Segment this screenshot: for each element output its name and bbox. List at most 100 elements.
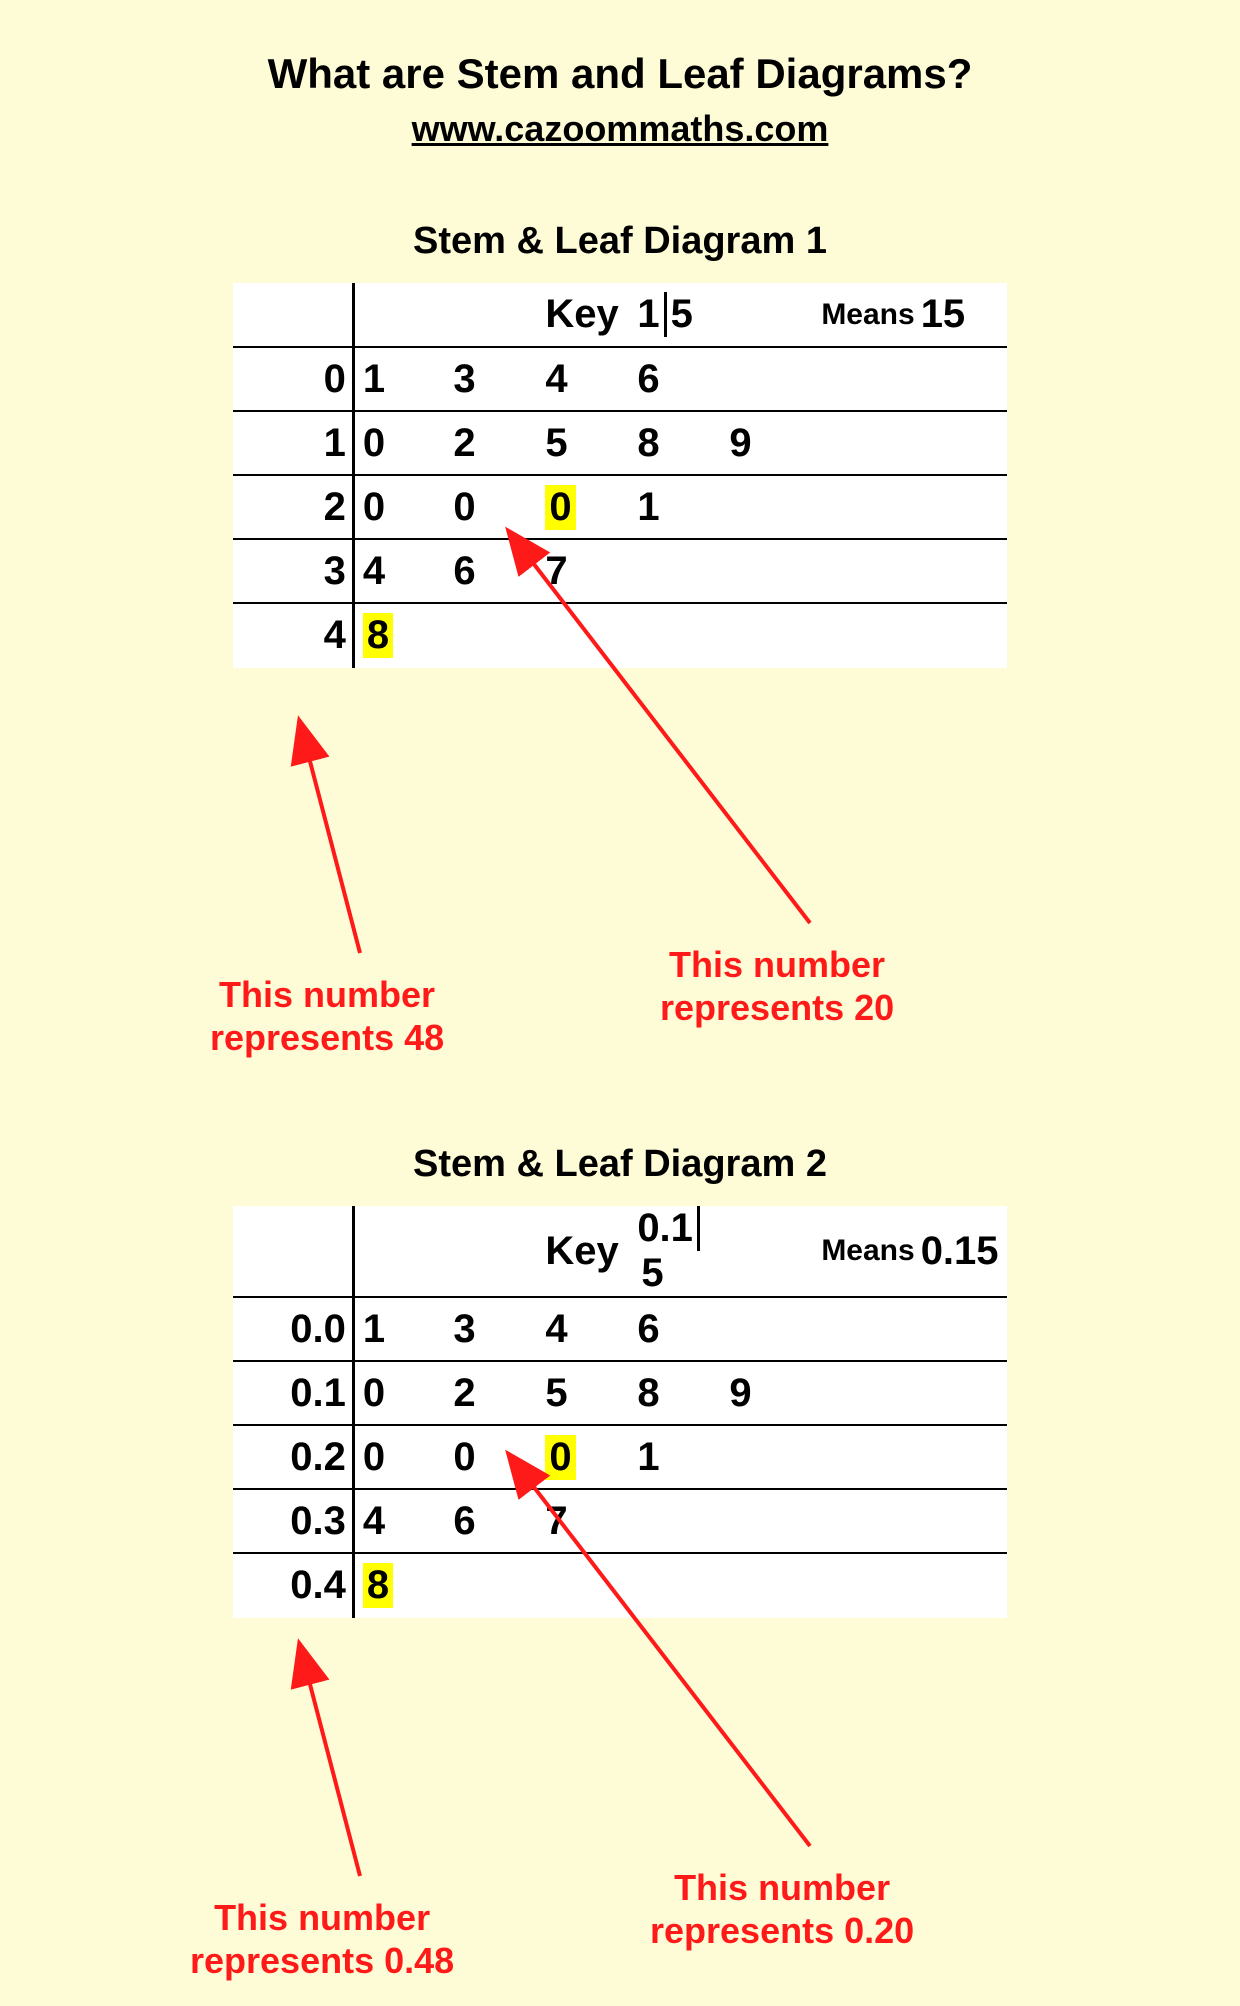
- leaf-cell: 0: [445, 475, 537, 539]
- key-example-leaf: 5: [667, 292, 693, 336]
- leaf-cell: [537, 1553, 629, 1617]
- leaf-cell: [629, 603, 721, 667]
- stem-leaf-table: Key15Means150134610258920001346748: [233, 283, 1006, 668]
- leaf-cell: 1: [629, 475, 721, 539]
- stem-cell: 0.3: [233, 1489, 353, 1553]
- table-row: 3467: [233, 539, 1006, 603]
- annotation-label: This numberrepresents 20: [660, 943, 894, 1029]
- leaf-cell: 0: [353, 475, 445, 539]
- leaf-cell: 4: [537, 1297, 629, 1361]
- annotation-line: This number: [210, 973, 444, 1016]
- leaf-cell: [813, 1489, 914, 1553]
- stem-cell: 4: [233, 603, 353, 667]
- table-row: 0.20001: [233, 1425, 1006, 1489]
- leaf-cell: 6: [445, 539, 537, 603]
- leaf-cell: 0: [537, 1425, 629, 1489]
- annotation-label: This numberrepresents 48: [210, 973, 444, 1059]
- key-blank: [445, 1206, 537, 1297]
- leaf-cell: 7: [537, 1489, 629, 1553]
- leaf-cell: [721, 539, 813, 603]
- leaf-cell: 0: [445, 1425, 537, 1489]
- leaf-cell: [721, 475, 813, 539]
- leaf-cell: [813, 1553, 914, 1617]
- key-stem-blank: [233, 283, 353, 347]
- leaf-cell: [721, 1425, 813, 1489]
- table-row: 0.102589: [233, 1361, 1006, 1425]
- diagrams-container: Stem & Leaf Diagram 1Key15Means150134610…: [0, 220, 1240, 2006]
- table-row: 102589: [233, 411, 1006, 475]
- key-example-stem: 0.1: [637, 1206, 700, 1251]
- leaf-cell: 0: [353, 1425, 445, 1489]
- leaf-cell: [721, 603, 813, 667]
- stem-cell: 1: [233, 411, 353, 475]
- leaf-cell: [629, 539, 721, 603]
- leaf-cell: 8: [353, 1553, 445, 1617]
- leaf-cell: [915, 1425, 1007, 1489]
- leaf-cell: 8: [353, 603, 445, 667]
- leaf-cell: [915, 539, 1007, 603]
- page: What are Stem and Leaf Diagrams? www.caz…: [0, 0, 1240, 1754]
- leaf-cell: [915, 347, 1007, 411]
- leaf-cell: [813, 1297, 914, 1361]
- key-stem-blank: [233, 1206, 353, 1297]
- annotation-line: This number: [190, 1896, 454, 1939]
- annotation-line: represents 20: [660, 986, 894, 1029]
- highlighted-leaf: 0: [545, 1435, 575, 1480]
- annotation-line: This number: [650, 1866, 914, 1909]
- leaf-cell: [445, 1553, 537, 1617]
- highlighted-leaf: 8: [363, 613, 393, 658]
- leaf-cell: 8: [629, 411, 721, 475]
- annotation-label: This numberrepresents 0.20: [650, 1866, 914, 1952]
- stem-cell: 3: [233, 539, 353, 603]
- key-blank: [721, 1206, 813, 1297]
- leaf-cell: 4: [353, 539, 445, 603]
- table-row: 0.01346: [233, 1297, 1006, 1361]
- stem-cell: 0.2: [233, 1425, 353, 1489]
- stem-cell: 0.4: [233, 1553, 353, 1617]
- leaf-cell: 5: [537, 1361, 629, 1425]
- leaf-cell: 6: [445, 1489, 537, 1553]
- key-label: Key: [537, 1206, 629, 1297]
- diagram-wrap: Key15Means150134610258920001346748This n…: [130, 283, 1110, 1083]
- leaf-cell: 6: [629, 1297, 721, 1361]
- key-example: 0.15: [629, 1206, 721, 1297]
- stem-cell: 0.0: [233, 1297, 353, 1361]
- diagram-title: Stem & Leaf Diagram 1: [0, 220, 1240, 263]
- annotation-line: represents 0.20: [650, 1909, 914, 1952]
- key-label: Key: [537, 283, 629, 347]
- annotation-arrow: [300, 723, 360, 953]
- leaf-cell: 5: [537, 411, 629, 475]
- leaf-cell: [721, 1553, 813, 1617]
- leaf-cell: [915, 1297, 1007, 1361]
- stem-cell: 2: [233, 475, 353, 539]
- leaf-cell: 1: [353, 347, 445, 411]
- annotation-line: This number: [660, 943, 894, 986]
- leaf-cell: [915, 1489, 1007, 1553]
- highlighted-leaf: 0: [545, 485, 575, 530]
- table-row: 48: [233, 603, 1006, 667]
- key-example-stem: 1: [637, 292, 666, 337]
- leaf-cell: [813, 1425, 914, 1489]
- leaf-cell: [445, 603, 537, 667]
- stem-leaf-table: Key0.15Means0.150.013460.1025890.200010.…: [233, 1206, 1006, 1618]
- leaf-cell: [813, 411, 914, 475]
- leaf-cell: 2: [445, 411, 537, 475]
- leaf-cell: [813, 347, 914, 411]
- leaf-cell: 1: [353, 1297, 445, 1361]
- leaf-cell: [813, 539, 914, 603]
- leaf-cell: [915, 1553, 1007, 1617]
- page-subtitle: www.cazoommaths.com: [0, 108, 1240, 150]
- leaf-cell: 1: [629, 1425, 721, 1489]
- leaf-cell: 3: [445, 1297, 537, 1361]
- leaf-cell: 8: [629, 1361, 721, 1425]
- leaf-cell: 2: [445, 1361, 537, 1425]
- leaf-cell: 4: [353, 1489, 445, 1553]
- annotation-line: represents 0.48: [190, 1939, 454, 1982]
- stem-cell: 0.1: [233, 1361, 353, 1425]
- leaf-cell: [915, 1361, 1007, 1425]
- key-blank: [353, 283, 445, 347]
- leaf-cell: [813, 603, 914, 667]
- leaf-cell: [629, 1553, 721, 1617]
- leaf-cell: [915, 603, 1007, 667]
- table-row: 0.3467: [233, 1489, 1006, 1553]
